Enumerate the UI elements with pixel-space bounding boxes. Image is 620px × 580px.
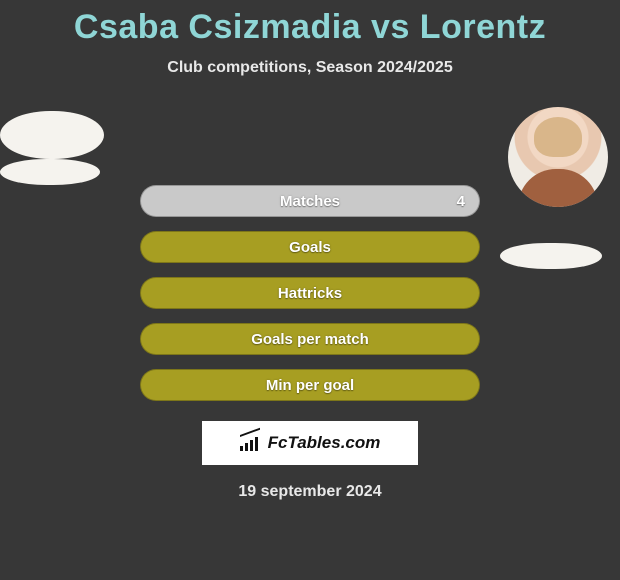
stat-bar-label: Hattricks (278, 285, 342, 302)
avatar-right-caption-placeholder (500, 243, 602, 269)
avatar-left-placeholder-2 (0, 159, 100, 185)
stat-bar-label: Goals (289, 239, 331, 256)
page-subtitle: Club competitions, Season 2024/2025 (0, 59, 620, 77)
stat-bar-label: Min per goal (266, 377, 354, 394)
avatar-left-placeholder-1 (0, 111, 104, 159)
page-title: Csaba Csizmadia vs Lorentz (0, 0, 620, 47)
bar-chart-icon (240, 435, 262, 451)
stat-bar-goals-per-match: Goals per match (140, 323, 480, 355)
stat-bar-label: Goals per match (251, 331, 369, 348)
stat-bar-matches: Matches 4 (140, 185, 480, 217)
avatar-right (508, 107, 608, 207)
stat-bar-goals: Goals (140, 231, 480, 263)
stat-bar-value-right: 4 (457, 193, 465, 210)
branding-banner: FcTables.com (202, 421, 418, 465)
stat-bar-min-per-goal: Min per goal (140, 369, 480, 401)
stat-bars: Matches 4 Goals Hattricks Goals per matc… (140, 185, 480, 401)
branding-text: FcTables.com (268, 433, 381, 453)
stat-bar-hattricks: Hattricks (140, 277, 480, 309)
date-text: 19 september 2024 (0, 483, 620, 501)
comparison-block: Matches 4 Goals Hattricks Goals per matc… (0, 111, 620, 401)
stat-bar-label: Matches (280, 193, 340, 210)
